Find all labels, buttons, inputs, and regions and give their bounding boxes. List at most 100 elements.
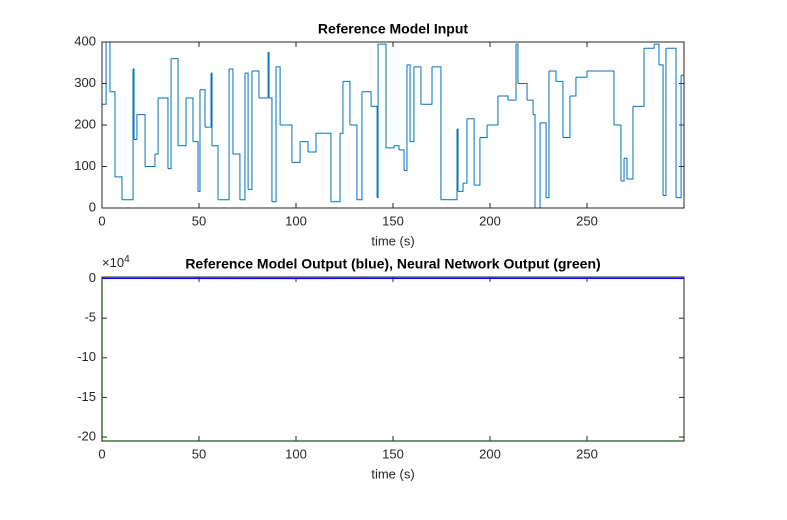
y-multiplier-base: ×10	[102, 255, 124, 270]
step	[676, 75, 682, 199]
step	[280, 124, 293, 163]
step	[186, 97, 194, 142]
step	[497, 95, 509, 101]
step	[466, 118, 475, 186]
y-tick-label: 0	[89, 199, 96, 214]
x-tick-label: 0	[98, 213, 105, 228]
step	[562, 95, 571, 138]
y-tick-label: 400	[74, 33, 96, 48]
step	[457, 183, 464, 192]
x-tick-label: 250	[576, 446, 598, 461]
step	[271, 66, 277, 203]
step	[431, 66, 442, 200]
y-tick-label: 100	[74, 158, 96, 173]
step	[145, 154, 156, 167]
step	[199, 89, 206, 128]
step	[371, 105, 378, 198]
step	[632, 48, 645, 107]
step	[626, 106, 634, 180]
y-tick-label: -5	[84, 310, 96, 325]
step	[349, 124, 358, 200]
step	[205, 73, 212, 128]
step	[244, 72, 249, 190]
step	[133, 68, 135, 140]
step	[308, 133, 317, 153]
step	[167, 58, 172, 170]
step	[463, 118, 468, 184]
step	[330, 133, 341, 203]
step	[211, 72, 213, 146]
step	[378, 43, 387, 148]
x-tick-label: 200	[479, 213, 501, 228]
step	[268, 51, 270, 99]
x-axis-label: time (s)	[371, 466, 414, 481]
x-tick-label: 100	[285, 213, 307, 228]
step	[665, 47, 677, 198]
step	[121, 68, 134, 201]
step	[276, 66, 281, 125]
step	[613, 124, 622, 182]
y-tick-label: 0	[89, 270, 96, 285]
step	[211, 145, 219, 200]
x-tick-label: 200	[479, 446, 501, 461]
step	[171, 58, 179, 146]
step	[154, 98, 159, 155]
step	[192, 141, 199, 192]
step	[361, 91, 372, 107]
step	[658, 64, 664, 196]
step	[291, 141, 301, 163]
x-tick-label: 150	[382, 213, 404, 228]
x-tick-label: 100	[285, 446, 307, 461]
x-axis-label: time (s)	[371, 233, 414, 248]
step	[508, 44, 517, 101]
y-multiplier: ×104	[102, 254, 130, 271]
x-tick-label: 250	[576, 213, 598, 228]
step	[413, 66, 422, 105]
step	[548, 70, 557, 82]
step	[420, 66, 433, 105]
step	[102, 42, 107, 105]
step	[258, 52, 269, 99]
step	[451, 129, 458, 201]
step	[239, 73, 246, 201]
plot-area	[102, 277, 684, 441]
y-tick-label: -20	[77, 428, 96, 443]
step	[136, 114, 146, 167]
step	[555, 80, 564, 138]
x-tick-label: 150	[382, 446, 404, 461]
step	[663, 48, 667, 197]
series-group	[102, 41, 684, 209]
step	[587, 70, 615, 125]
step	[198, 89, 201, 192]
y-multiplier-exponent: 4	[124, 254, 130, 265]
step	[315, 132, 332, 202]
x-tick-label: 0	[98, 446, 105, 461]
step	[410, 66, 415, 143]
step	[232, 153, 241, 200]
step	[300, 141, 309, 152]
step	[218, 68, 230, 201]
step	[114, 176, 123, 200]
step	[654, 43, 660, 65]
step	[248, 71, 253, 190]
step	[158, 97, 169, 169]
step	[229, 68, 234, 155]
step	[540, 122, 547, 198]
step	[404, 64, 408, 172]
step	[546, 71, 550, 199]
step	[340, 81, 344, 134]
y-tick-label: 200	[74, 116, 96, 131]
chart-title: Reference Model Output (blue), Neural Ne…	[185, 256, 600, 272]
step	[377, 44, 379, 199]
step	[624, 157, 628, 179]
y-tick-label: 300	[74, 75, 96, 90]
step	[393, 145, 400, 150]
step	[178, 98, 187, 147]
step	[575, 71, 588, 78]
step	[479, 125, 488, 138]
step	[527, 99, 534, 115]
x-tick-label: 50	[192, 446, 206, 461]
step	[134, 114, 138, 141]
step	[569, 77, 577, 97]
